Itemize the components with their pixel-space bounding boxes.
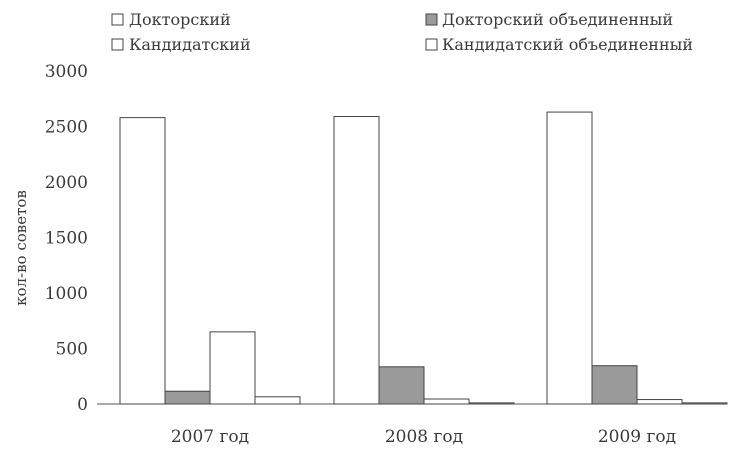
- x-category-label: 2007 год: [171, 427, 249, 447]
- legend-item-candidate: Кандидатский: [111, 35, 251, 54]
- legend-label-doctoral: Докторский: [129, 10, 231, 29]
- bar-doctoral-3: [546, 111, 593, 405]
- y-tick-label: 1500: [45, 229, 88, 249]
- bar-candidate-joint-3: [681, 402, 728, 405]
- bar-candidate-joint-2: [468, 402, 515, 405]
- bar-doctoral-joint-2: [378, 366, 425, 405]
- bar-doctoral-1: [119, 117, 166, 405]
- x-category-label: 2008 год: [385, 427, 463, 447]
- legend-item-candidate-joint: Кандидатский объединенный: [425, 35, 693, 54]
- y-tick-label: 2000: [45, 173, 88, 193]
- x-axis-categories: 2007 год 2008 год 2009 год: [171, 427, 676, 447]
- bar-doctoral-joint-1: [164, 390, 211, 405]
- y-tick-label: 3000: [45, 62, 88, 82]
- bar-doctoral-2: [333, 116, 380, 405]
- bar-candidate-1: [209, 331, 256, 405]
- bar-doctoral-joint-3: [591, 365, 638, 405]
- bar-candidate-2: [423, 398, 470, 405]
- y-axis-ticks: 0 500 1000 1500 2000 2500 3000: [45, 62, 88, 415]
- bar-candidate-3: [636, 399, 683, 405]
- legend-item-doctoral: Докторский: [111, 10, 231, 29]
- x-category-label: 2009 год: [598, 427, 676, 447]
- bar-candidate-joint-1: [254, 396, 301, 405]
- y-tick-label: 0: [77, 395, 88, 415]
- legend-item-doctoral-joint: Докторский объединенный: [425, 10, 673, 29]
- y-tick-label: 1000: [45, 284, 88, 304]
- legend-swatch-doctoral: [111, 13, 124, 26]
- y-tick-label: 2500: [45, 118, 88, 138]
- legend-label-doctoral-joint: Докторский объединенный: [442, 10, 673, 29]
- bars: [119, 111, 728, 405]
- legend-swatch-candidate-joint: [425, 38, 438, 51]
- legend-swatch-doctoral-joint: [425, 13, 438, 26]
- y-axis-label: кол-во советов: [12, 190, 30, 306]
- legend-label-candidate: Кандидатский: [129, 35, 251, 54]
- legend: Докторский Докторский объединенный Канди…: [111, 10, 693, 54]
- legend-label-candidate-joint: Кандидатский объединенный: [442, 35, 693, 54]
- legend-swatch-candidate: [111, 38, 124, 51]
- y-tick-label: 500: [56, 340, 88, 360]
